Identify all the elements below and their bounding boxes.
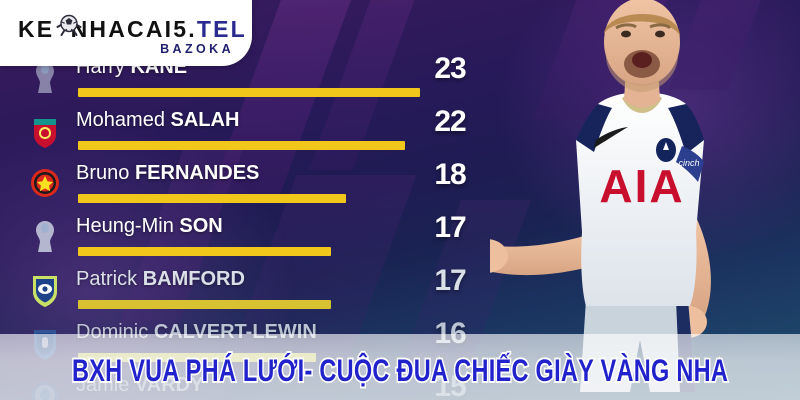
goal-count: 23 — [434, 52, 466, 85]
goal-count: 18 — [434, 158, 466, 191]
table-row[interactable]: Bruno FERNANDES 18 — [0, 158, 500, 211]
tottenham-badge-icon — [36, 62, 54, 93]
goal-count: 17 — [434, 211, 466, 244]
goal-bar — [78, 247, 331, 256]
banner-title: BXH VUA PHÁ LƯỚI- CUỘC ĐUA CHIẾC GIÀY VÀ… — [71, 352, 730, 391]
leeds-united-badge-icon — [33, 276, 57, 307]
football-mascot-icon — [56, 14, 82, 36]
table-row[interactable]: Mohamed SALAH 22 — [0, 105, 500, 158]
bottom-overlay-wash — [0, 334, 800, 400]
tottenham-badge-icon — [36, 221, 54, 252]
table-row[interactable]: Patrick BAMFORD 17 — [0, 264, 500, 317]
table-row[interactable]: Heung-Min SON 17 — [0, 211, 500, 264]
goal-bar — [78, 88, 420, 97]
player-name: Patrick BAMFORD — [76, 268, 245, 290]
player-name: Heung-Min SON — [76, 215, 223, 237]
player-name: Mohamed SALAH — [76, 109, 240, 131]
goal-count: 17 — [434, 264, 466, 297]
svg-text:cinch: cinch — [678, 158, 699, 168]
goal-bar — [78, 300, 331, 309]
goal-bar — [78, 194, 346, 203]
liverpool-badge-icon — [34, 119, 56, 148]
manchester-united-badge-icon — [31, 169, 59, 197]
svg-text:AIA: AIA — [599, 160, 684, 212]
logo-subtitle: BAZOKA — [160, 42, 234, 56]
player-name: Bruno FERNANDES — [76, 162, 260, 184]
site-logo-card[interactable]: KEoNHACAI5.TEL BAZOKA — [0, 0, 252, 66]
bottom-banner: BXH VUA PHÁ LƯỚI- CUỘC ĐUA CHIẾC GIÀY VÀ… — [0, 352, 800, 391]
logo-wordmark: KEoNHACAI5.TEL — [18, 16, 247, 42]
goal-bar — [78, 141, 405, 150]
goal-count: 22 — [434, 105, 466, 138]
